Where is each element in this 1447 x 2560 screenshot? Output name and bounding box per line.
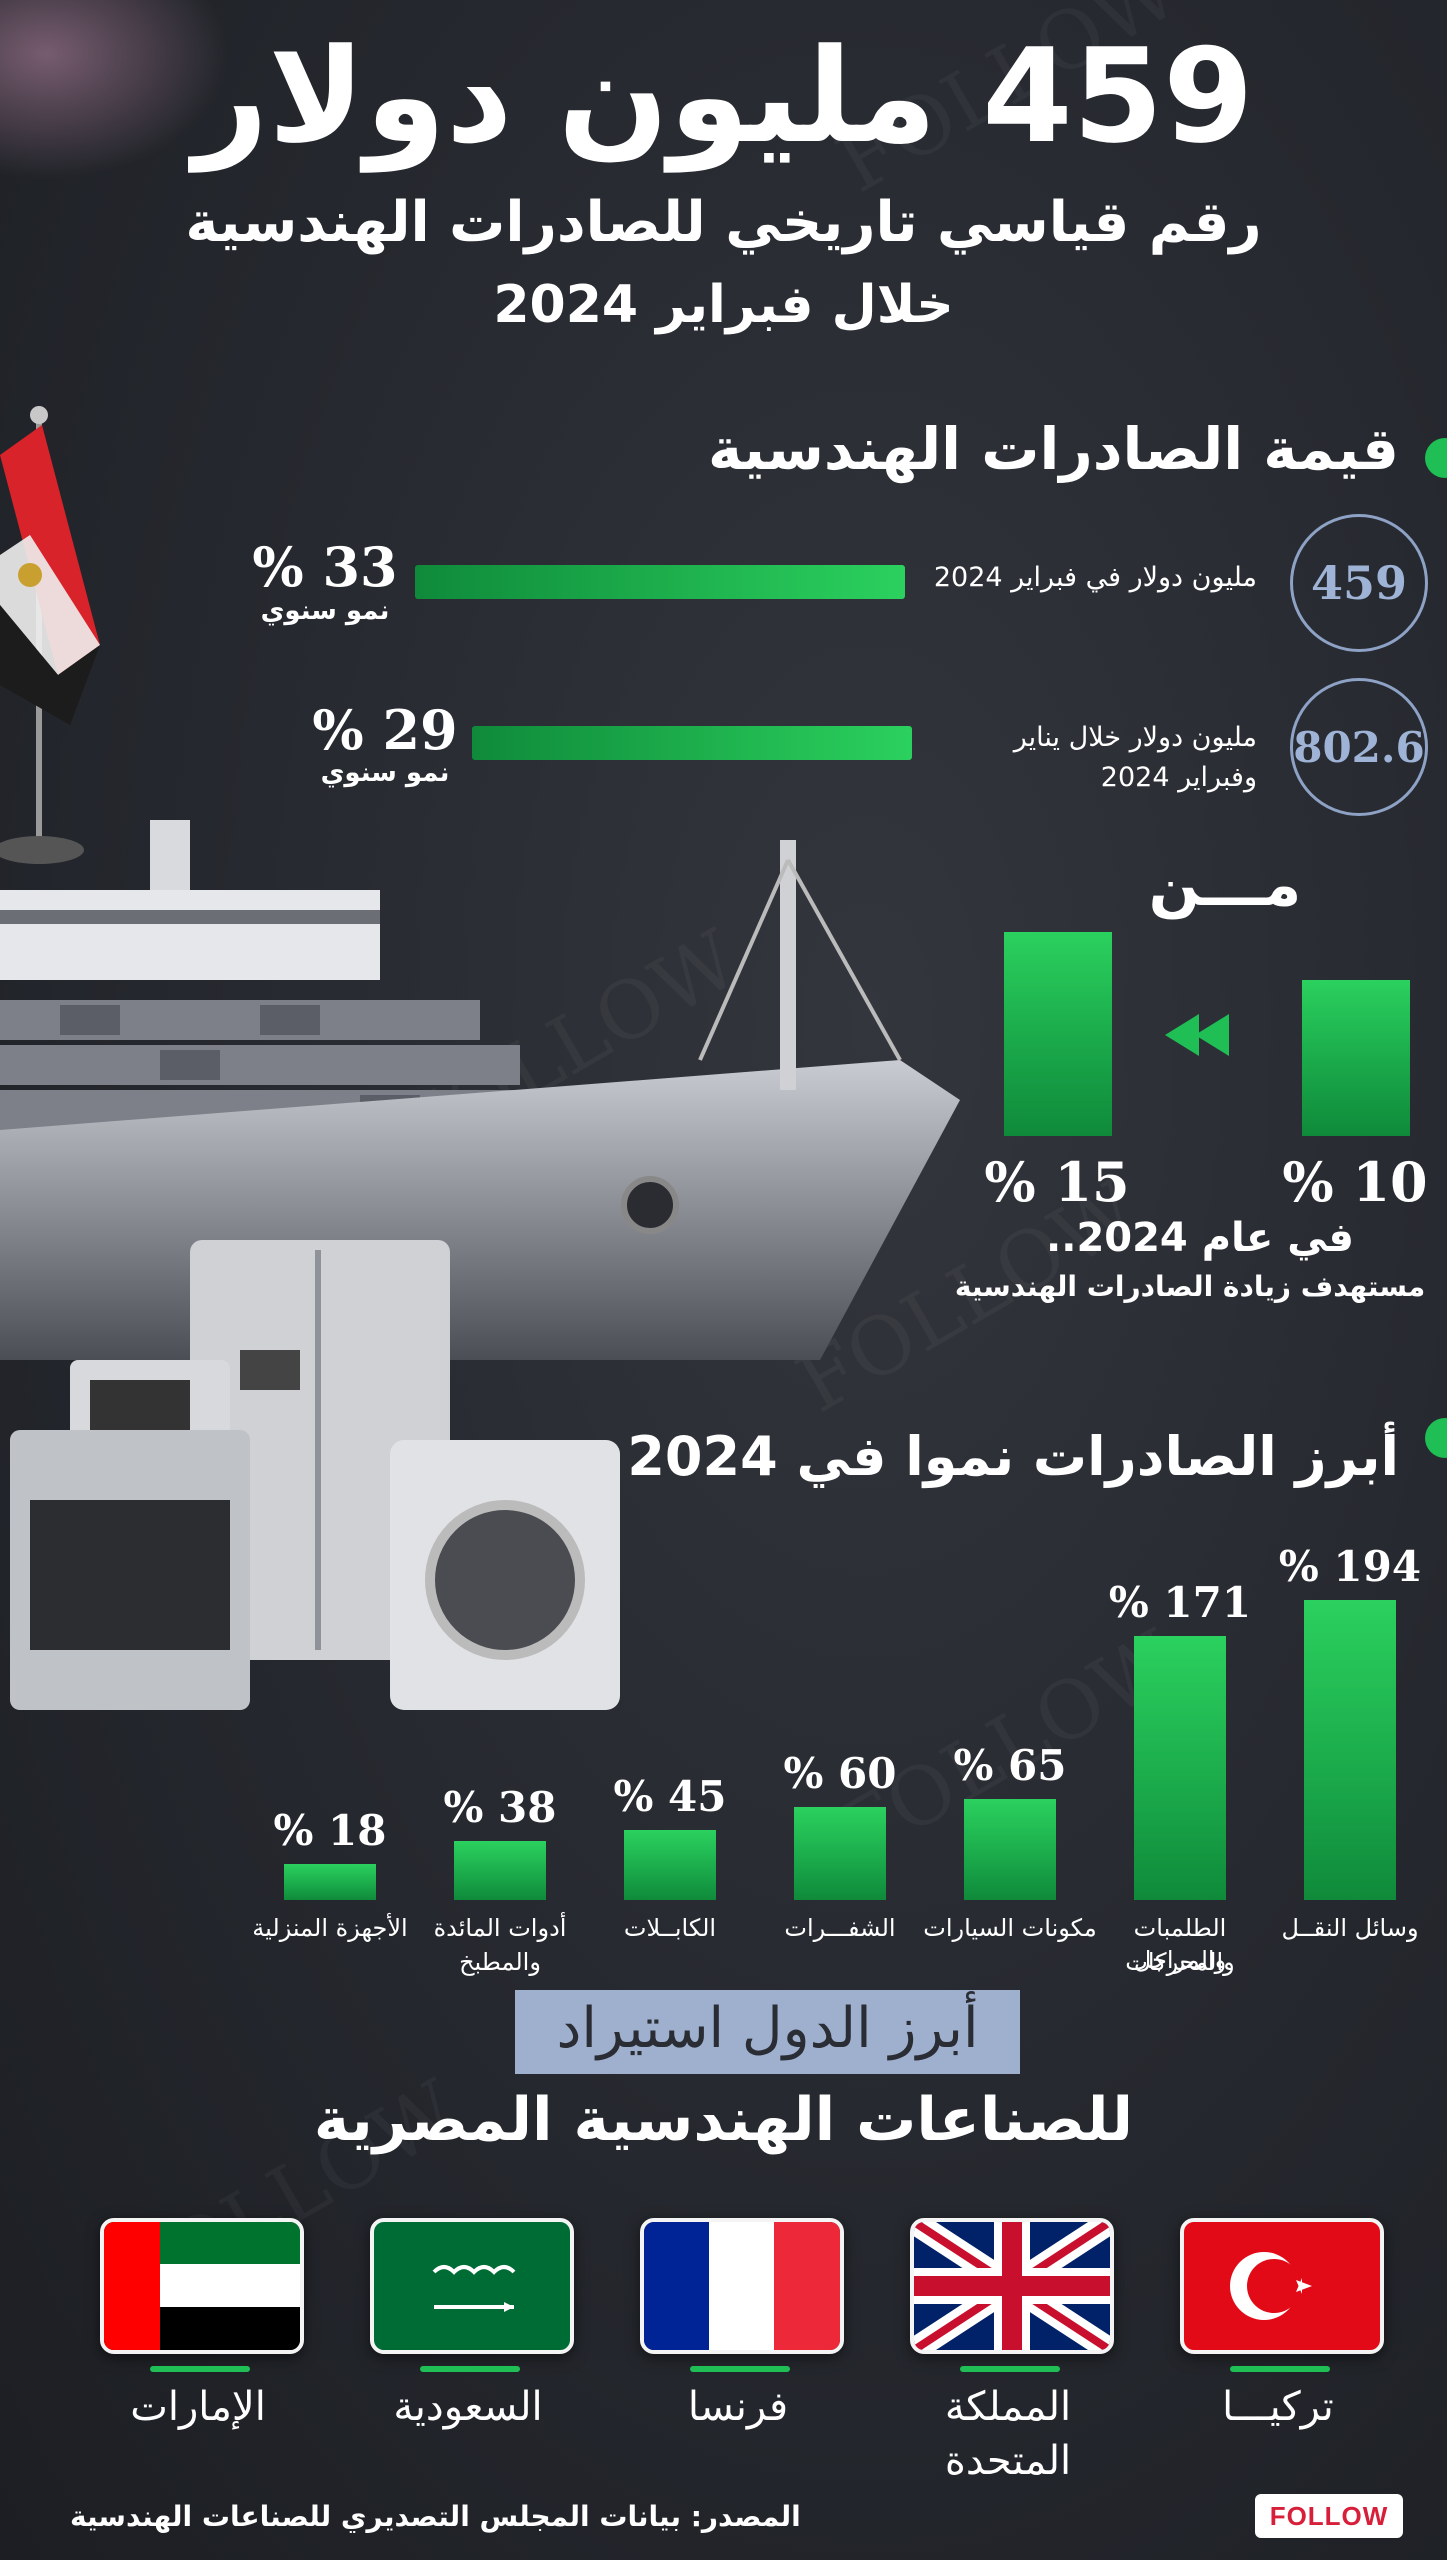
chart-value-label: % 38 — [443, 1783, 557, 1833]
section-marker — [1425, 1418, 1447, 1458]
country-turkey: تركيـــا — [1222, 2384, 1334, 2430]
value-row1-description: مليون دولار في فبراير 2024 — [933, 562, 1257, 593]
importers-title-line2: للصناعات الهندسية المصرية — [313, 2085, 1134, 2155]
target-caption-line2: مستهدف زيادة الصادرات الهندسية — [954, 1270, 1426, 1303]
subtitle-line1: رقم قياسي تاريخي للصادرات الهندسية — [185, 190, 1262, 255]
chart-category-label: والمطبخ — [459, 1948, 541, 1976]
headline: 459 مليون دولار — [193, 20, 1254, 172]
value-row2-description-line1: مليون دولار خلال يناير — [1013, 722, 1257, 753]
chart-bar — [454, 1841, 546, 1900]
chart-category-label: الأجهزة المنزلية — [252, 1914, 408, 1942]
section-marker — [1425, 438, 1447, 478]
chart-bar — [964, 1799, 1056, 1900]
chart-bar — [284, 1864, 376, 1900]
follow-logo-text: FOLLOW — [1269, 2500, 1389, 2531]
chart-category-label: مكونات السيارات — [923, 1914, 1097, 1942]
home-appliances-illustration — [10, 1240, 620, 1710]
follow-logo: FOLLOW — [1255, 2494, 1403, 2538]
value-circle-459: 459 — [1290, 514, 1428, 652]
arrow-left-icon — [1165, 1014, 1229, 1056]
decorative-corner-pattern — [0, 0, 230, 180]
country-saudi: السعودية — [393, 2384, 543, 2430]
country-uk-line1: المملكة — [944, 2384, 1072, 2430]
flag-underline — [150, 2366, 250, 2372]
value-section-title: قيمة الصادرات الهندسية — [707, 415, 1399, 483]
target-from-value: % 10 — [1282, 1150, 1428, 1214]
country-uk-line2: المتحدة — [944, 2438, 1072, 2484]
country-uae: الإمارات — [130, 2384, 266, 2430]
chart-value-label: % 171 — [1108, 1577, 1252, 1627]
chart-bar — [1304, 1600, 1396, 1900]
value-row2-description-line2: وفبراير 2024 — [1100, 762, 1257, 793]
chart-value-label: % 60 — [783, 1749, 897, 1799]
growth-section-title: أبرز الصادرات نموا في 2024 — [627, 1425, 1399, 1488]
importers-banner — [515, 1990, 1020, 2074]
chart-category-label: وسائل النقــل — [1281, 1914, 1419, 1942]
turkey-flag — [1180, 2218, 1384, 2354]
target-bar-from — [1302, 980, 1410, 1136]
target-from-label: مـــن — [1148, 850, 1302, 920]
chart-category-label: والمحركات — [1125, 1948, 1235, 1976]
value-row1-bar — [415, 565, 905, 599]
value-row1-growth-label: نمو سنوي — [260, 596, 390, 626]
saudi-flag — [370, 2218, 574, 2354]
flag-underline — [960, 2366, 1060, 2372]
chart-value-label: % 18 — [273, 1806, 387, 1855]
value-row2-growth-label: نمو سنوي — [320, 758, 450, 788]
value-row2-growth: % 29 — [312, 698, 458, 762]
chart-category-label: أدوات المائدة — [433, 1914, 567, 1942]
chart-bar — [794, 1807, 886, 1900]
source-note: المصدر: بيانات المجلس التصديري للصناعات … — [70, 2500, 801, 2533]
chart-category-label: الكابــلات — [623, 1914, 717, 1942]
target-to-value: % 15 — [984, 1150, 1130, 1214]
uae-flag — [100, 2218, 304, 2354]
egypt-flag-illustration — [0, 406, 100, 864]
value-circle-802: 802.6 — [1290, 678, 1428, 816]
flag-underline — [1230, 2366, 1330, 2372]
chart-category-label: الشفـــرات — [784, 1914, 896, 1942]
target-caption-line1: في عام 2024.. — [1046, 1215, 1354, 1261]
growth-bar-chart: % 194 وسائل النقــل % 171 الطلمبات والمراجل… — [0, 1540, 1447, 2000]
country-france: فرنسا — [687, 2384, 789, 2430]
flag-underline — [420, 2366, 520, 2372]
chart-value-label: % 65 — [953, 1741, 1067, 1791]
chart-value-label: % 194 — [1278, 1542, 1422, 1591]
value-row2-bar — [472, 726, 912, 760]
target-bar-to — [1004, 932, 1112, 1136]
subtitle-line2: خلال فبراير 2024 — [493, 275, 954, 335]
chart-category-label: الطلمبات والمراجل — [1133, 1914, 1227, 1975]
flag-underline — [690, 2366, 790, 2372]
value-row1-growth: % 33 — [252, 535, 398, 599]
uk-flag — [910, 2218, 1114, 2354]
chart-bar — [624, 1830, 716, 1900]
chart-value-label: % 45 — [613, 1772, 727, 1822]
france-flag — [640, 2218, 844, 2354]
chart-bar — [1134, 1635, 1226, 1900]
importers-title-line1: أبرز الدول استيراد — [556, 1996, 979, 2061]
